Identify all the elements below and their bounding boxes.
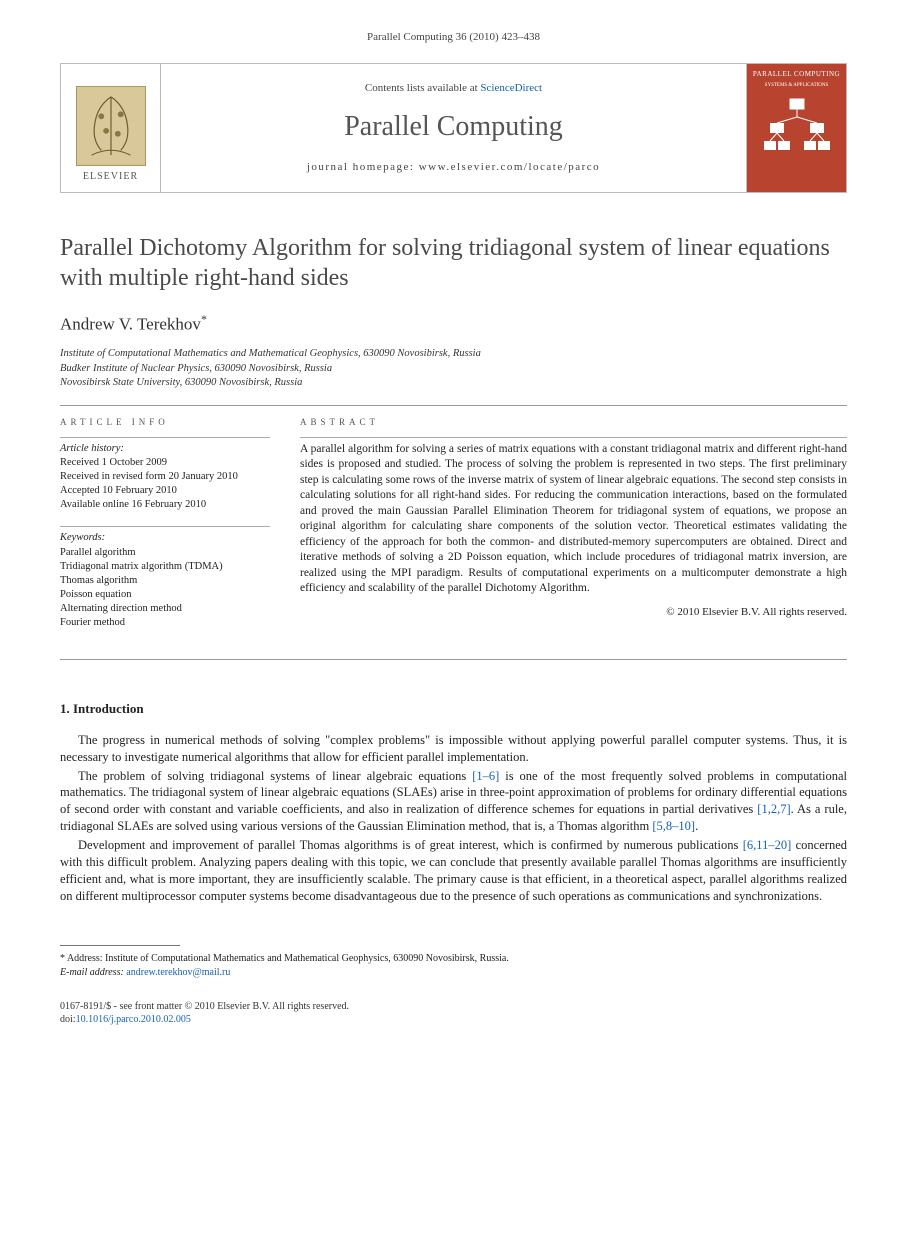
sciencedirect-link[interactable]: ScienceDirect	[480, 82, 542, 94]
author-marker: *	[201, 312, 207, 326]
keywords-head: Keywords:	[60, 531, 270, 545]
doi-link[interactable]: 10.1016/j.parco.2010.02.005	[76, 1014, 191, 1025]
banner-center: Contents lists available at ScienceDirec…	[161, 64, 746, 192]
body-paragraph: The problem of solving tridiagonal syste…	[60, 768, 847, 836]
email-label: E-mail address:	[60, 967, 126, 978]
author-name: Andrew V. Terekhov*	[60, 311, 847, 336]
author-text: Andrew V. Terekhov	[60, 315, 201, 334]
keyword: Thomas algorithm	[60, 574, 270, 588]
keyword: Poisson equation	[60, 588, 270, 602]
history-head: Article history:	[60, 442, 270, 456]
cover-subtitle: SYSTEMS & APPLICATIONS	[765, 82, 829, 89]
history-line: Received 1 October 2009	[60, 456, 270, 470]
footnote-email-line: E-mail address: andrew.terekhov@mail.ru	[60, 966, 847, 980]
journal-name: Parallel Computing	[344, 107, 563, 146]
contents-lists-line: Contents lists available at ScienceDirec…	[365, 81, 542, 96]
history-line: Available online 16 February 2010	[60, 498, 270, 512]
cover-graphic-icon	[762, 97, 832, 157]
info-abstract-row: article info Article history: Received 1…	[60, 416, 847, 645]
section-heading: 1. Introduction	[60, 700, 847, 718]
address-text: Institute of Computational Mathematics a…	[105, 953, 509, 964]
divider	[60, 405, 847, 406]
thin-rule	[60, 526, 270, 527]
citation-link[interactable]: [1,2,7]	[757, 802, 790, 816]
keywords-block: Keywords: Parallel algorithm Tridiagonal…	[60, 531, 270, 630]
divider	[60, 659, 847, 660]
abstract-text: A parallel algorithm for solving a serie…	[300, 442, 847, 597]
address-label: * Address:	[60, 953, 105, 964]
history-line: Received in revised form 20 January 2010	[60, 470, 270, 484]
keyword: Tridiagonal matrix algorithm (TDMA)	[60, 560, 270, 574]
body-paragraph: Development and improvement of parallel …	[60, 837, 847, 905]
article-history-block: Article history: Received 1 October 2009…	[60, 442, 270, 513]
citation-link[interactable]: [1–6]	[472, 769, 499, 783]
affiliation: Institute of Computational Mathematics a…	[60, 347, 847, 362]
citation-link[interactable]: [5,8–10]	[652, 819, 695, 833]
issn-line: 0167-8191/$ - see front matter © 2010 El…	[60, 1000, 847, 1014]
author-email-link[interactable]: andrew.terekhov@mail.ru	[126, 967, 230, 978]
page-footer: 0167-8191/$ - see front matter © 2010 El…	[60, 1000, 847, 1027]
doi-label: doi:	[60, 1014, 76, 1025]
abstract-copyright: © 2010 Elsevier B.V. All rights reserved…	[300, 605, 847, 620]
article-info-column: article info Article history: Received 1…	[60, 416, 270, 645]
article-title: Parallel Dichotomy Algorithm for solving…	[60, 233, 847, 293]
para-text: Development and improvement of parallel …	[78, 838, 743, 852]
journal-banner: ELSEVIER Contents lists available at Sci…	[60, 63, 847, 193]
affiliations-block: Institute of Computational Mathematics a…	[60, 347, 847, 391]
publisher-logo-block: ELSEVIER	[61, 64, 161, 192]
body-paragraph: The progress in numerical methods of sol…	[60, 732, 847, 766]
citation-link[interactable]: [6,11–20]	[743, 838, 792, 852]
cover-title: PARALLEL COMPUTING	[753, 70, 840, 80]
thin-rule	[300, 437, 847, 438]
keyword: Fourier method	[60, 616, 270, 630]
affiliation: Novosibirsk State University, 630090 Nov…	[60, 376, 847, 391]
elsevier-label: ELSEVIER	[83, 170, 138, 184]
doi-line: doi:10.1016/j.parco.2010.02.005	[60, 1013, 847, 1027]
elsevier-tree-icon	[76, 86, 146, 166]
keyword: Alternating direction method	[60, 602, 270, 616]
footnote-block: * Address: Institute of Computational Ma…	[60, 952, 847, 980]
footnote-rule	[60, 945, 180, 946]
history-line: Accepted 10 February 2010	[60, 484, 270, 498]
journal-cover-thumb: PARALLEL COMPUTING SYSTEMS & APPLICATION…	[746, 64, 846, 192]
abstract-column: abstract A parallel algorithm for solvin…	[300, 416, 847, 645]
footnote-address-line: * Address: Institute of Computational Ma…	[60, 952, 847, 966]
keyword: Parallel algorithm	[60, 546, 270, 560]
para-text: The problem of solving tridiagonal syste…	[78, 769, 472, 783]
journal-homepage: journal homepage: www.elsevier.com/locat…	[307, 160, 600, 175]
running-header: Parallel Computing 36 (2010) 423–438	[60, 30, 847, 45]
thin-rule	[60, 437, 270, 438]
para-text: .	[695, 819, 698, 833]
affiliation: Budker Institute of Nuclear Physics, 630…	[60, 362, 847, 377]
abstract-heading: abstract	[300, 416, 847, 429]
contents-prefix: Contents lists available at	[365, 82, 480, 94]
article-info-heading: article info	[60, 416, 270, 429]
